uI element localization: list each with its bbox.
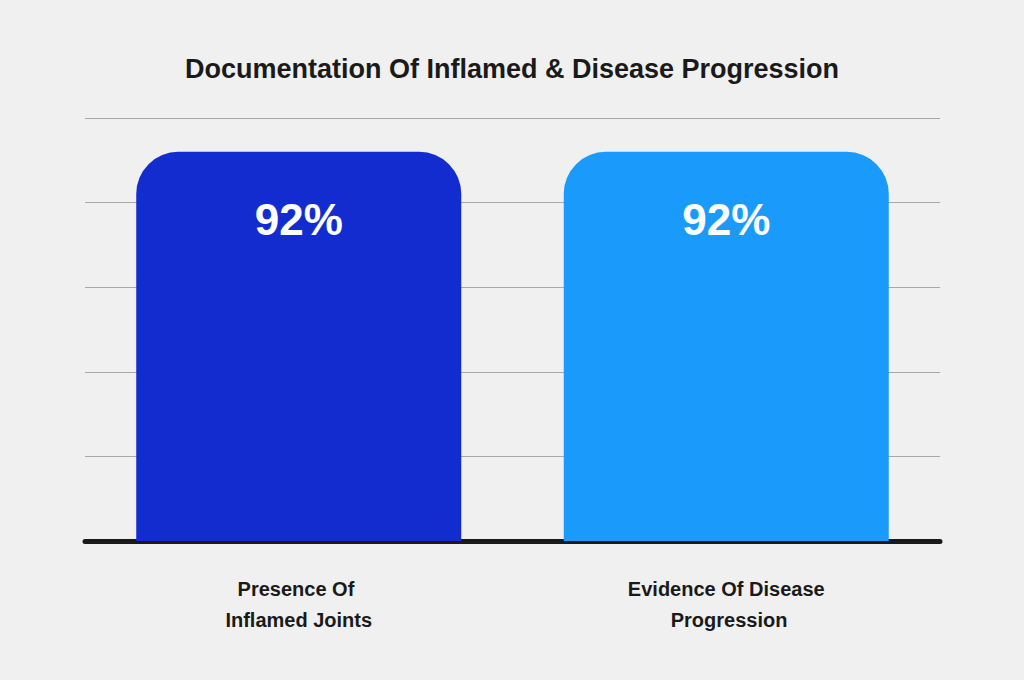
svg-text:Inflamed Joints: Inflamed Joints [225, 609, 372, 631]
svg-text:92%: 92% [255, 195, 343, 244]
svg-text:Presence Of: Presence Of [238, 578, 360, 600]
svg-text:Documentation Of Inflamed & Di: Documentation Of Inflamed & Disease Prog… [185, 54, 839, 84]
svg-text:Evidence Of Disease: Evidence Of Disease [628, 578, 825, 600]
svg-text:Progression: Progression [665, 609, 787, 631]
svg-text:92%: 92% [682, 195, 770, 244]
